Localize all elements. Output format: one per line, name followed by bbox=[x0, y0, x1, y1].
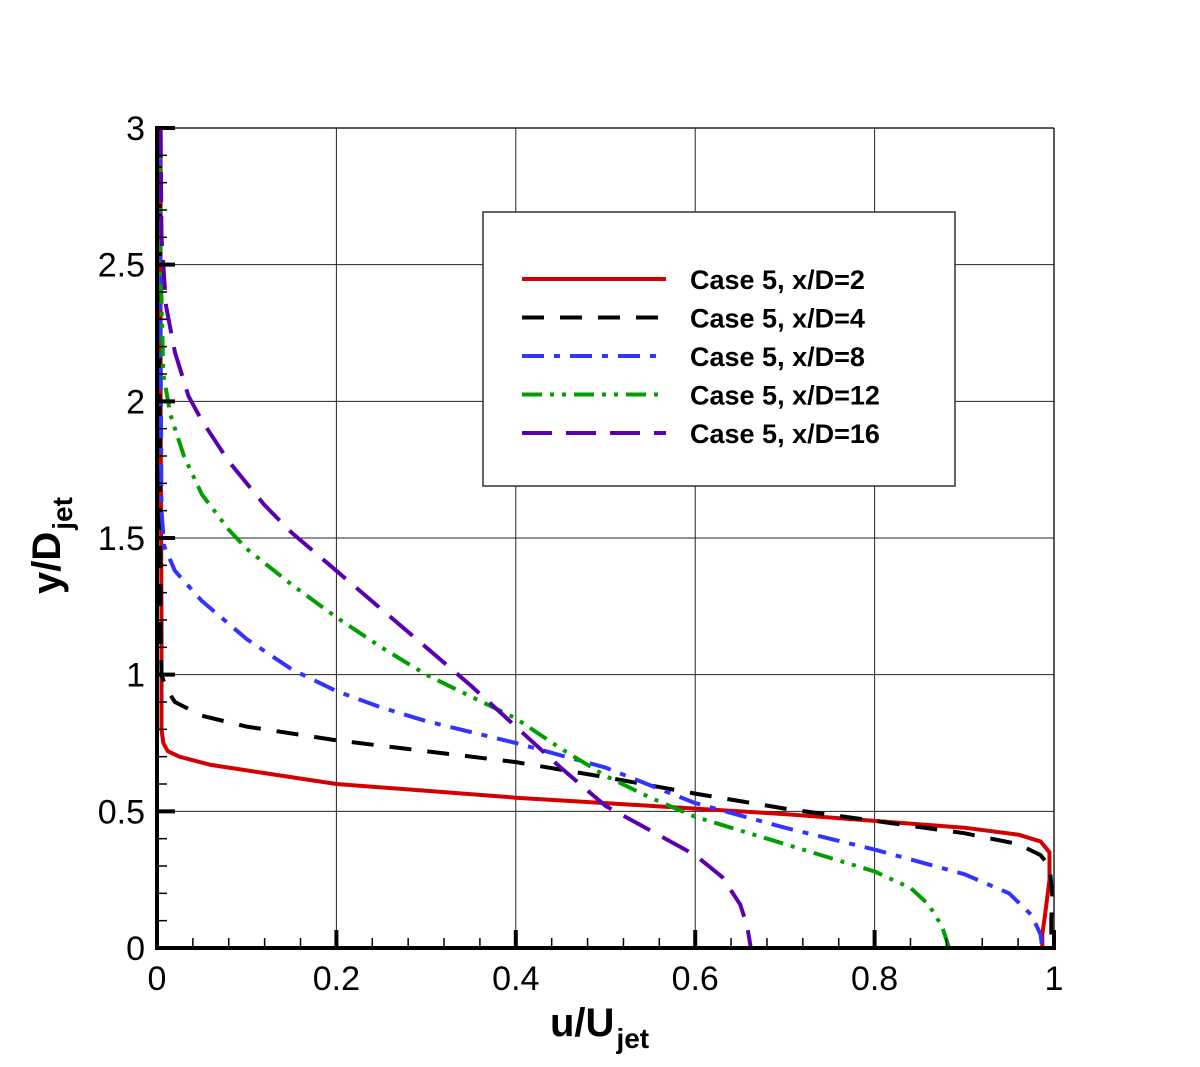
legend: Case 5, x/D=2 Case 5, x/D=4 Case 5, x/D=8 C… bbox=[482, 211, 956, 487]
legend-label: Case 5, x/D=12 bbox=[690, 381, 880, 411]
y-tick-label: 1 bbox=[126, 657, 145, 695]
x-tick-label: 0.6 bbox=[672, 960, 719, 998]
data-curves bbox=[157, 127, 1055, 949]
y-tick-label: 3 bbox=[126, 110, 145, 148]
y-tick-label: 0.5 bbox=[98, 793, 145, 831]
y-tick-label: 2.5 bbox=[98, 247, 145, 285]
legend-label: Case 5, x/D=2 bbox=[690, 265, 865, 295]
y-tick-label: 2 bbox=[126, 383, 145, 421]
legend-box bbox=[482, 211, 956, 487]
x-tick-label: 0.2 bbox=[313, 960, 360, 998]
legend-label: Case 5, x/D=4 bbox=[690, 304, 865, 334]
x-axis-title: u/Ujet bbox=[550, 1001, 649, 1054]
series-line-1 bbox=[158, 128, 1052, 948]
legend-label: Case 5, x/D=16 bbox=[690, 419, 880, 449]
x-axis-ticks: 0 0.2 0.4 0.6 0.8 1 bbox=[148, 930, 1064, 998]
y-axis-ticks: 0 0.5 1 1.5 2 2.5 3 bbox=[98, 110, 175, 968]
x-tick-label: 0 bbox=[148, 960, 167, 998]
series-line-4 bbox=[157, 127, 951, 949]
y-tick-label: 0 bbox=[126, 930, 145, 968]
x-tick-label: 1 bbox=[1045, 960, 1064, 998]
x-tick-label: 0.4 bbox=[492, 960, 539, 998]
series-line-5 bbox=[158, 127, 753, 949]
legend-label: Case 5, x/D=8 bbox=[690, 342, 865, 372]
y-tick-label: 1.5 bbox=[98, 520, 145, 558]
x-tick-label: 0.8 bbox=[851, 960, 898, 998]
y-axis-title: y/Djet bbox=[25, 497, 78, 594]
